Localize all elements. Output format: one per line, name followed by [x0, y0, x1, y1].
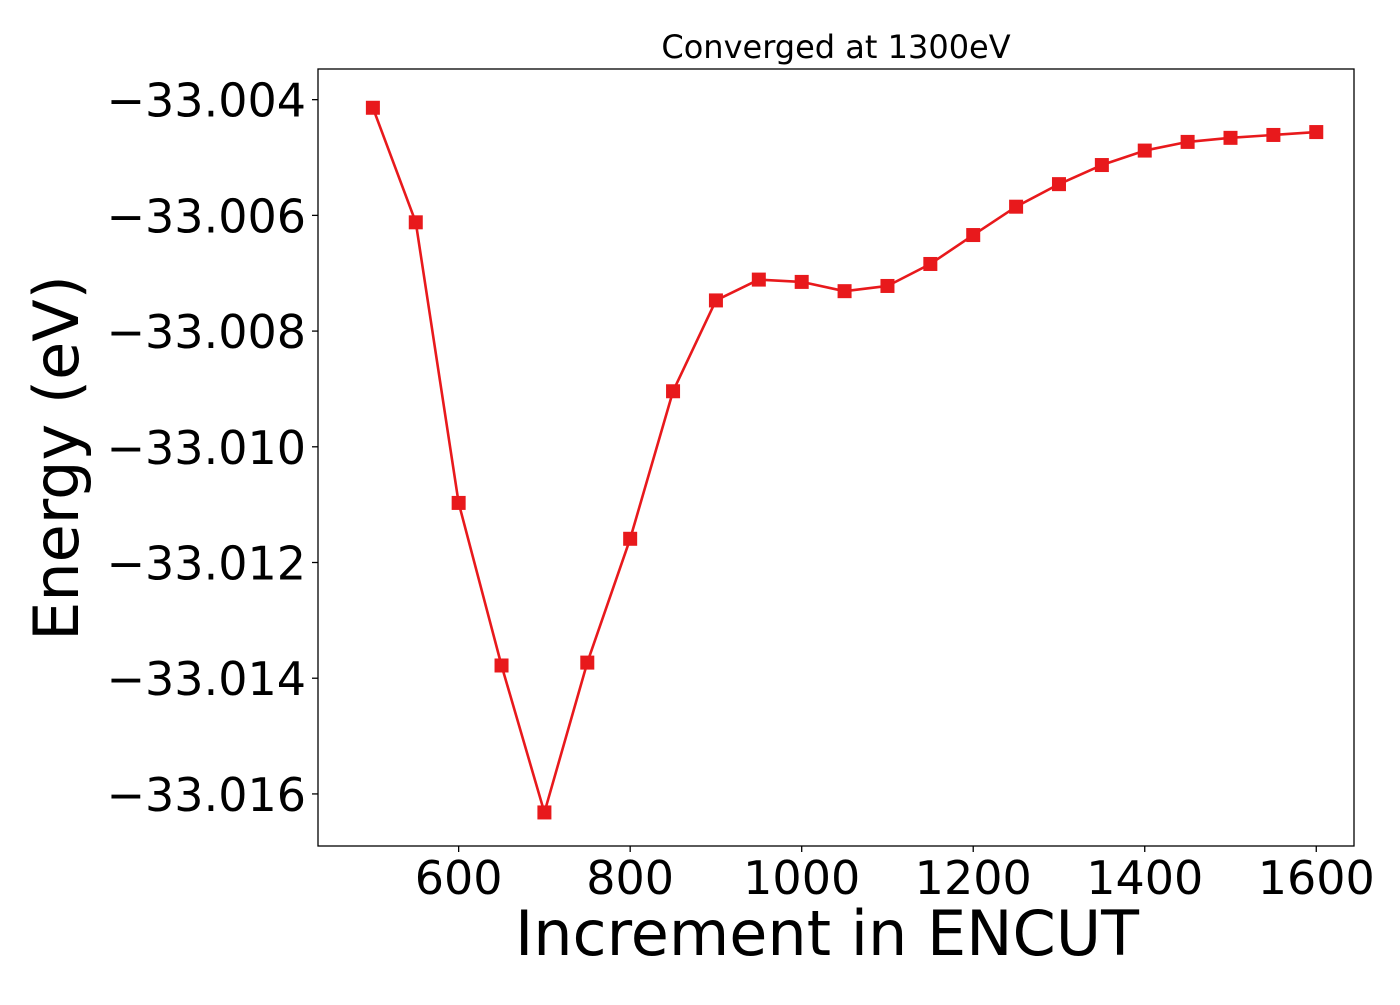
data-point [1180, 134, 1195, 149]
data-point [751, 272, 766, 287]
data-point [923, 256, 938, 271]
data-point [623, 531, 638, 546]
data-point [451, 495, 466, 510]
x-tick-label: 1000 [743, 851, 860, 905]
data-point [708, 293, 723, 308]
data-point [666, 384, 681, 399]
y-tick-label: −33.008 [107, 305, 307, 359]
data-point [1266, 127, 1281, 142]
y-tick-label: −33.004 [107, 74, 307, 128]
y-tick-label: −33.014 [107, 652, 307, 706]
data-point [880, 278, 895, 293]
x-tick-label: 1600 [1258, 851, 1375, 905]
x-axis-label: Increment in ENCUT [515, 897, 1140, 970]
y-tick-label: −33.016 [107, 768, 307, 822]
y-tick-label: −33.010 [107, 421, 307, 475]
chart-title: Converged at 1300eV [661, 28, 1010, 66]
data-point [794, 274, 809, 289]
data-point [966, 228, 981, 243]
data-point [537, 805, 552, 820]
data-point [494, 658, 509, 673]
x-tick-label: 1200 [915, 851, 1032, 905]
data-point [1009, 199, 1024, 214]
y-tick-label: −33.012 [107, 537, 307, 591]
x-tick-label: 1400 [1086, 851, 1203, 905]
data-point [1051, 177, 1066, 192]
data-point [580, 655, 595, 670]
data-point [1309, 125, 1324, 140]
data-point [408, 215, 423, 230]
plot-frame [317, 68, 1355, 847]
data-point [1137, 143, 1152, 158]
y-axis-label: Energy (eV) [20, 275, 93, 641]
x-tick-label: 600 [415, 851, 503, 905]
data-point [1223, 130, 1238, 145]
data-point [837, 284, 852, 299]
x-axis: 600 800 1000 1200 1400 1600 [415, 846, 1375, 905]
y-axis: −33.004 −33.006 −33.008 −33.010 −33.012 −33.0… [107, 74, 318, 822]
plot-area [365, 100, 1324, 820]
y-tick-label: −33.006 [107, 189, 307, 243]
series-line [371, 107, 1317, 814]
data-point [365, 100, 380, 115]
data-point [1094, 158, 1109, 173]
x-tick-label: 800 [586, 851, 674, 905]
